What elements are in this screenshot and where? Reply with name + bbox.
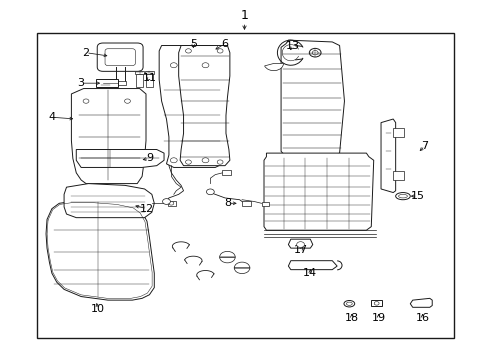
Bar [37,33,453,338]
Text: 3: 3 [78,78,84,88]
Circle shape [373,302,378,305]
Polygon shape [71,89,146,184]
Circle shape [202,63,208,68]
Circle shape [206,189,214,195]
FancyBboxPatch shape [105,49,135,66]
Text: 17: 17 [293,245,307,255]
Wedge shape [219,257,235,263]
Ellipse shape [343,301,354,307]
Text: 6: 6 [221,39,228,49]
Wedge shape [234,262,249,268]
Text: 16: 16 [415,313,428,323]
Text: 19: 19 [371,313,385,323]
Bar [392,128,403,137]
FancyBboxPatch shape [97,43,143,71]
Circle shape [83,99,89,103]
Ellipse shape [398,194,407,198]
Bar [392,171,403,180]
Ellipse shape [395,193,409,200]
Circle shape [217,160,223,164]
Polygon shape [380,119,395,193]
Circle shape [312,50,318,55]
Text: 4: 4 [48,112,55,122]
Bar [135,71,144,74]
Circle shape [185,49,191,53]
Polygon shape [178,45,229,166]
Bar [370,301,381,306]
Text: 13: 13 [285,41,300,50]
Bar [146,74,153,87]
Bar [168,201,175,206]
Bar [136,74,143,87]
Bar [242,201,250,206]
Circle shape [124,99,130,103]
Circle shape [170,63,177,68]
Text: 8: 8 [224,198,230,208]
Circle shape [168,202,173,205]
Circle shape [170,158,177,163]
Polygon shape [288,261,336,270]
Wedge shape [234,268,249,274]
Circle shape [202,158,208,163]
Polygon shape [281,40,344,157]
Polygon shape [76,149,163,167]
Text: 10: 10 [91,304,105,314]
Circle shape [217,49,223,53]
Text: 14: 14 [303,268,317,278]
Bar [145,71,154,74]
Text: 2: 2 [82,48,89,58]
Circle shape [309,48,321,57]
Polygon shape [409,298,431,307]
Polygon shape [159,45,224,167]
Text: 15: 15 [410,191,424,201]
Text: 7: 7 [421,141,427,151]
Text: 12: 12 [140,204,154,214]
Bar [114,81,126,85]
Wedge shape [264,63,283,71]
Text: 5: 5 [189,39,196,49]
Circle shape [296,242,304,247]
Bar [261,202,269,206]
Polygon shape [46,202,154,300]
Circle shape [162,199,170,204]
Text: 9: 9 [145,153,153,163]
Ellipse shape [346,302,351,305]
Text: 11: 11 [142,73,156,83]
Text: 18: 18 [344,313,358,323]
Bar [96,79,118,87]
Text: 1: 1 [240,9,248,22]
Polygon shape [288,239,312,248]
Polygon shape [264,153,373,230]
Bar [221,170,231,175]
Circle shape [185,160,191,164]
Wedge shape [219,251,235,257]
Polygon shape [64,184,154,218]
